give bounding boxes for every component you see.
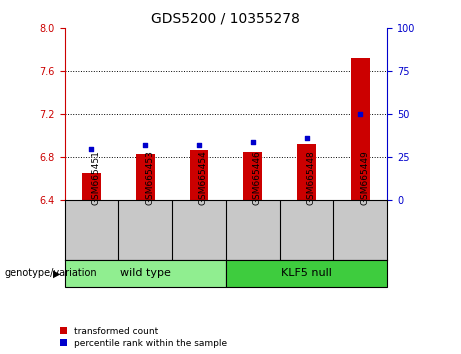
Bar — [82, 173, 101, 200]
Bar — [243, 152, 262, 200]
Point — [357, 111, 364, 117]
Bar — [226, 260, 387, 287]
Text: GSM665446: GSM665446 — [253, 150, 262, 205]
Point — [249, 139, 256, 144]
Point — [303, 135, 310, 141]
Point — [88, 146, 95, 152]
Text: GSM665449: GSM665449 — [361, 150, 369, 205]
Legend: transformed count, percentile rank within the sample: transformed count, percentile rank withi… — [60, 327, 227, 348]
Bar — [351, 58, 370, 200]
Text: genotype/variation: genotype/variation — [5, 268, 97, 279]
Title: GDS5200 / 10355278: GDS5200 / 10355278 — [152, 12, 300, 26]
Bar — [189, 150, 208, 200]
Text: GSM665453: GSM665453 — [145, 150, 154, 205]
Bar — [65, 260, 226, 287]
Text: KLF5 null: KLF5 null — [281, 268, 332, 279]
Bar — [297, 144, 316, 200]
Text: wild type: wild type — [120, 268, 171, 279]
Text: GSM665448: GSM665448 — [307, 150, 316, 205]
Bar — [136, 154, 154, 200]
Point — [142, 142, 149, 148]
Point — [195, 142, 203, 148]
Text: GSM665451: GSM665451 — [91, 150, 100, 205]
Text: ▶: ▶ — [53, 268, 60, 279]
Text: GSM665454: GSM665454 — [199, 150, 208, 205]
